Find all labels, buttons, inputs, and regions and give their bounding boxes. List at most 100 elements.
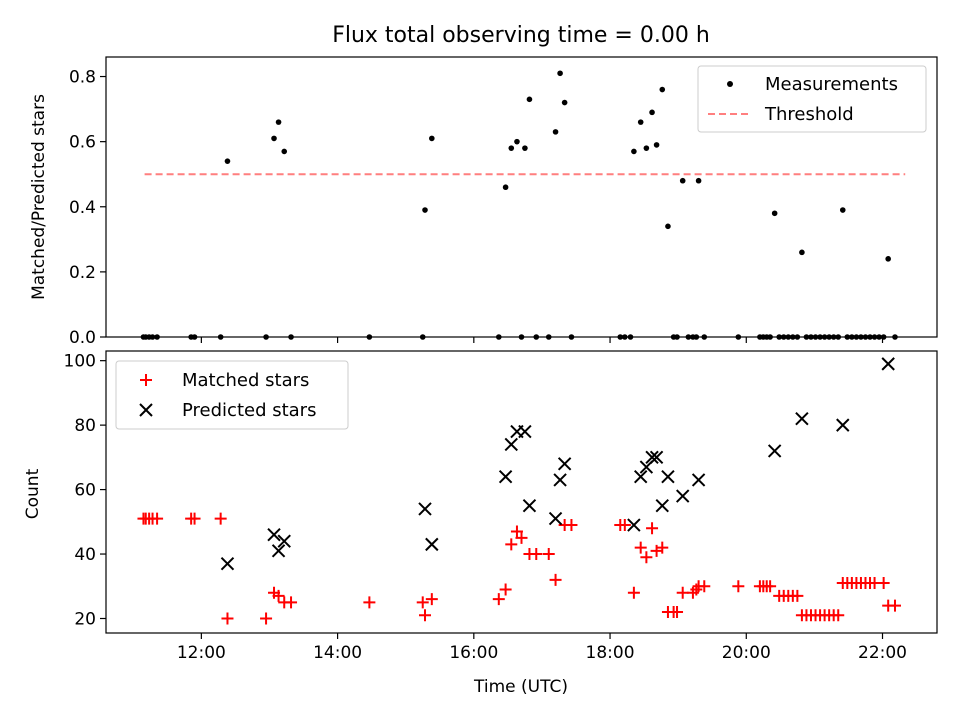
measurement-point xyxy=(275,119,282,125)
predicted-star-point xyxy=(504,437,518,452)
x-axis-label: Time (UTC) xyxy=(473,677,568,697)
measurement-point xyxy=(821,334,828,340)
legend-matched-label: Matched stars xyxy=(182,370,309,391)
bottom-x-tick-label: 14:00 xyxy=(313,643,362,663)
bottom-legend: Matched stars Predicted stars xyxy=(115,360,349,430)
measurement-point xyxy=(637,119,644,125)
bottom-axes-frame xyxy=(105,350,938,634)
measurement-point xyxy=(502,184,509,191)
measurement-point xyxy=(526,96,533,103)
measurement-point xyxy=(701,334,708,340)
measurement-point xyxy=(685,334,692,340)
matched-star-point xyxy=(499,583,512,596)
matched-star-point xyxy=(419,609,432,622)
matched-star-point xyxy=(363,596,376,609)
predicted-star-point xyxy=(518,424,532,439)
predicted-star-point xyxy=(691,473,706,487)
matched-star-point xyxy=(656,541,669,554)
measurement-point xyxy=(780,334,787,340)
measurement-point xyxy=(892,334,898,340)
predicted-star-point xyxy=(655,498,669,513)
measurement-point xyxy=(871,334,878,340)
matched-star-point xyxy=(764,580,777,593)
predicted-star-point xyxy=(627,518,641,532)
predicted-star-point xyxy=(649,450,664,465)
matched-star-point xyxy=(732,580,745,593)
measurement-point xyxy=(429,135,435,142)
measurement-point xyxy=(839,207,846,213)
predicted-star-point xyxy=(675,489,690,503)
legend-predicted-marker xyxy=(139,403,153,417)
bottom-y-tick-label: 80 xyxy=(74,416,96,436)
predicted-star-point xyxy=(645,450,659,465)
matched-star-point xyxy=(888,599,901,612)
bottom-x-tick-label: 12:00 xyxy=(177,643,226,663)
matched-star-point xyxy=(877,577,890,590)
bottom-y-tick-label: 100 xyxy=(64,352,96,372)
measurement-point xyxy=(693,334,700,340)
bottom-y-tick-label: 60 xyxy=(74,481,96,501)
measurement-point xyxy=(545,334,552,340)
bottom-x-tick-label: 16:00 xyxy=(449,643,498,663)
matched-star-point xyxy=(285,596,298,609)
measurement-point xyxy=(522,145,528,151)
measurement-point xyxy=(643,145,650,151)
top-plot: 0.0 0.2 0.4 0.6 0.8 xyxy=(69,56,938,348)
measurement-point xyxy=(281,148,288,155)
measurement-point xyxy=(659,86,666,93)
top-y-tick-label: 0.6 xyxy=(69,133,96,153)
top-y-tick-label: 0.2 xyxy=(69,263,96,283)
measurement-point xyxy=(862,334,869,340)
measurement-point xyxy=(776,334,783,340)
bottom-series-plus xyxy=(137,512,901,625)
measurement-point xyxy=(422,207,428,213)
measurement-point xyxy=(853,334,860,340)
measurement-point xyxy=(826,334,832,340)
measurement-point xyxy=(366,334,373,340)
measurement-point xyxy=(679,177,686,184)
measurement-point xyxy=(876,334,882,340)
predicted-star-point xyxy=(498,469,513,484)
predicted-star-point xyxy=(553,473,567,487)
measurement-point xyxy=(617,334,624,340)
predicted-star-point xyxy=(767,444,782,458)
measurement-point xyxy=(817,334,823,340)
measurement-point xyxy=(288,334,294,340)
matched-star-point xyxy=(565,519,578,532)
matched-star-point xyxy=(676,586,689,599)
measurement-point xyxy=(533,334,540,340)
matched-star-point xyxy=(505,538,518,551)
measurement-point xyxy=(799,249,805,256)
measurement-point xyxy=(263,334,269,340)
measurement-point xyxy=(495,334,502,340)
predicted-star-point xyxy=(836,418,850,432)
predicted-star-point xyxy=(522,498,537,513)
measurement-point xyxy=(622,334,628,340)
measurement-point xyxy=(867,334,873,340)
matched-star-point xyxy=(214,512,227,525)
matched-star-point xyxy=(549,573,562,586)
measurement-point xyxy=(149,334,156,340)
measurement-point xyxy=(794,334,801,340)
top-legend: Measurements Threshold xyxy=(697,65,927,133)
predicted-star-point xyxy=(267,527,281,542)
predicted-star-point xyxy=(881,357,895,371)
matched-star-point xyxy=(188,512,201,525)
top-legend-frame xyxy=(697,65,927,133)
measurement-point xyxy=(835,334,842,340)
bottom-plot: 20 40 60 80 100 12:00 14:00 16:00 18:00 20:00 22:0… xyxy=(64,350,938,663)
measurement-point xyxy=(803,334,810,340)
measurement-point xyxy=(785,334,792,340)
measurement-point xyxy=(561,99,568,106)
matched-star-point xyxy=(634,541,647,554)
measurement-point xyxy=(735,334,742,340)
matched-star-point xyxy=(627,586,640,599)
measurement-point xyxy=(568,334,575,340)
matched-star-point xyxy=(791,589,804,602)
predicted-star-point xyxy=(557,457,572,471)
bottom-x-tick-label: 22:00 xyxy=(858,643,907,663)
legend-threshold-label: Threshold xyxy=(764,104,854,125)
measurement-point xyxy=(191,334,198,340)
matched-star-point xyxy=(530,548,543,561)
